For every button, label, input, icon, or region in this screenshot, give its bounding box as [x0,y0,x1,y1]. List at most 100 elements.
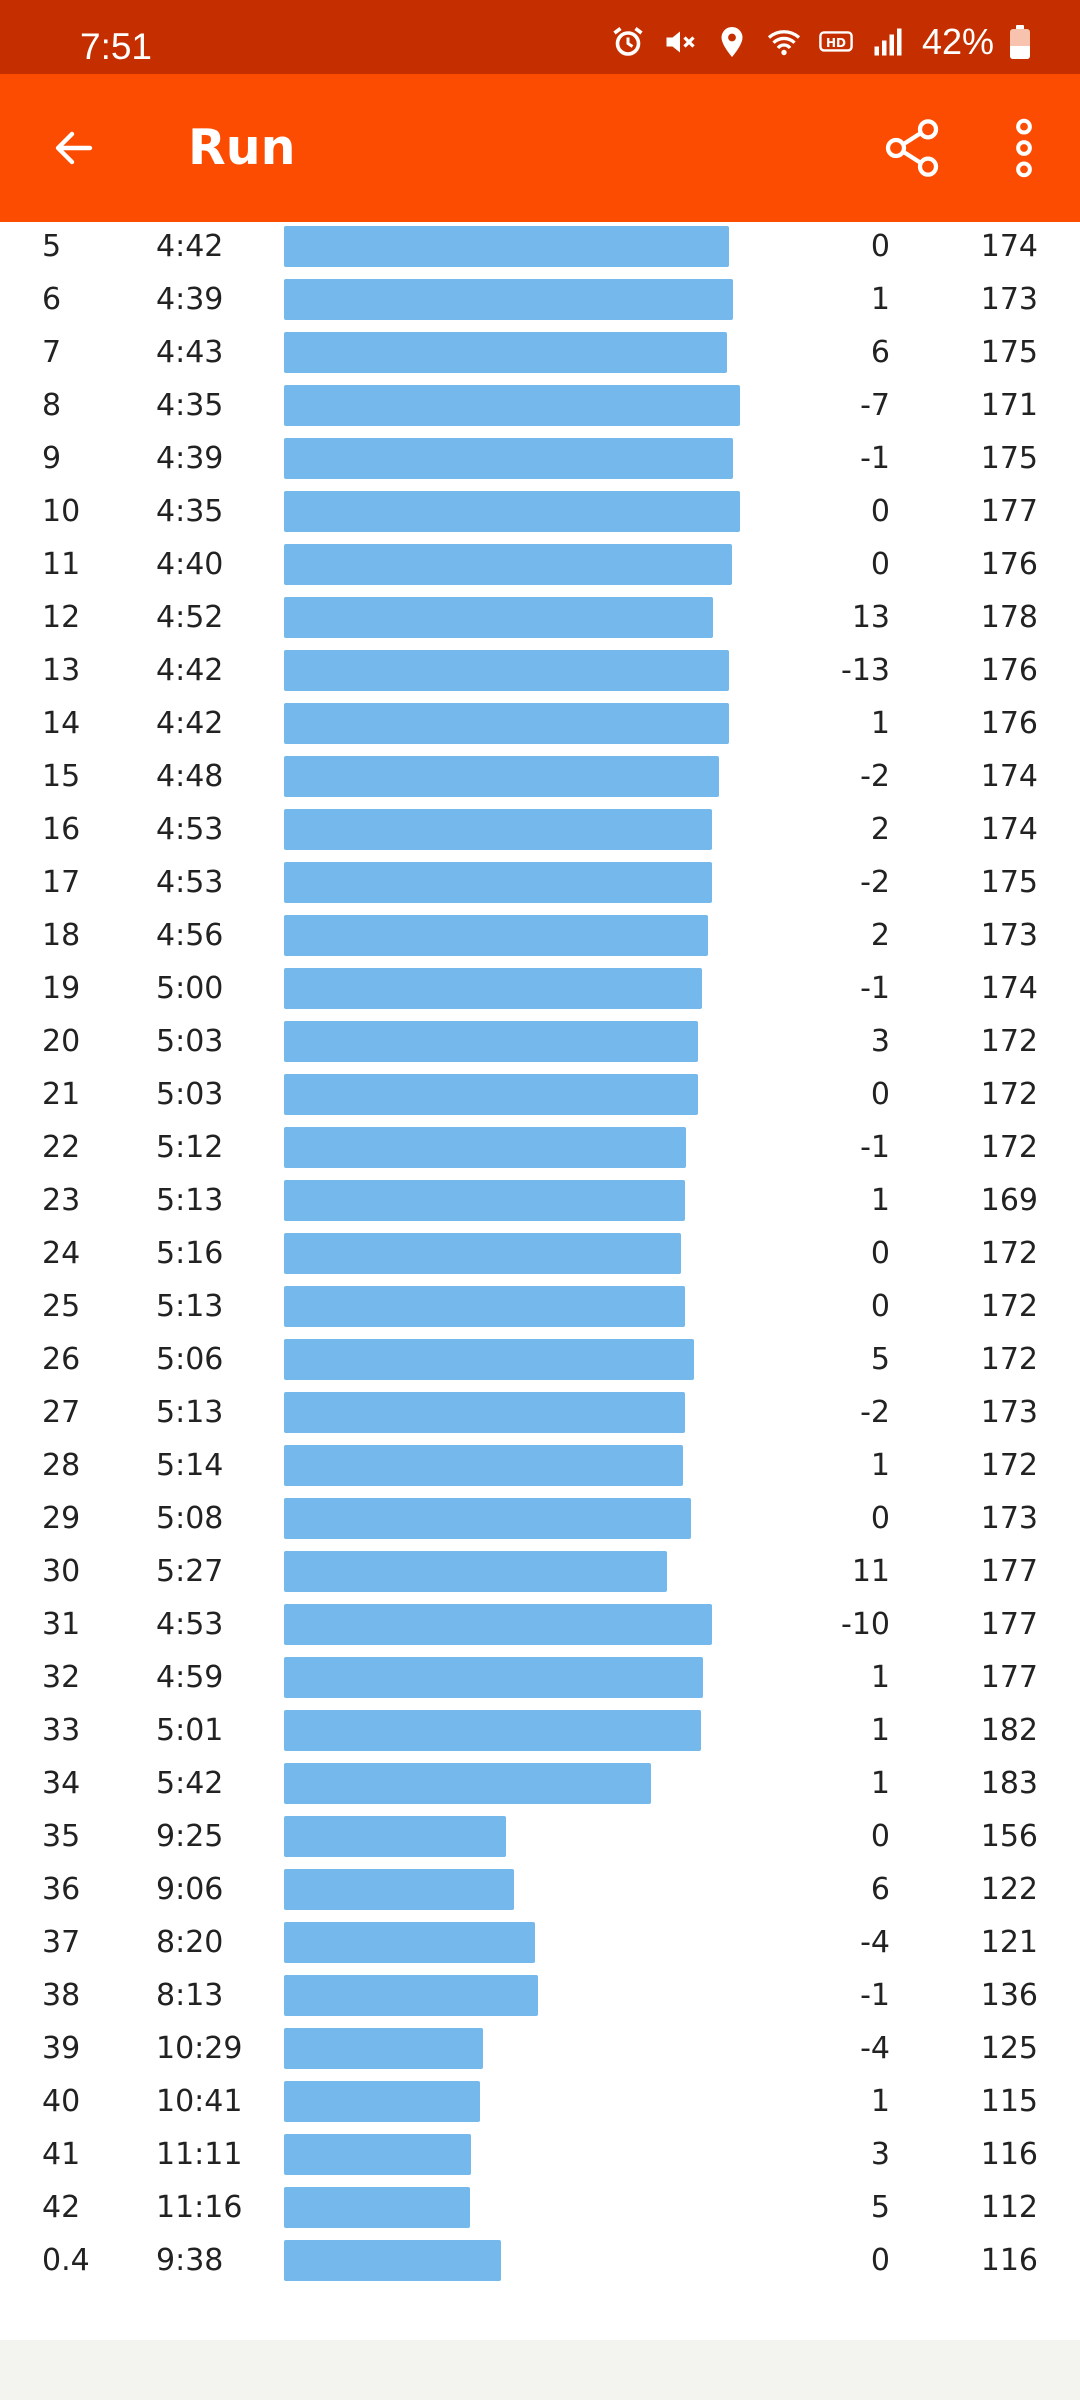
split-row: 22 5:12 -1 172 [0,1121,1080,1174]
split-heart-rate: 116 [980,2137,1038,2172]
split-pace: 8:20 [156,1925,224,1960]
split-heart-rate: 182 [980,1713,1038,1748]
split-row: 23 5:13 1 169 [0,1174,1080,1227]
split-heart-rate: 174 [980,812,1038,847]
split-heart-rate: 176 [980,547,1038,582]
split-km: 0.4 [42,2243,90,2278]
split-pace: 4:39 [156,282,224,317]
signal-icon [870,24,906,60]
split-pace: 4:59 [156,1660,224,1695]
mute-icon [662,24,698,60]
split-row: 33 5:01 1 182 [0,1704,1080,1757]
back-button[interactable] [34,108,114,188]
split-row: 36 9:06 6 122 [0,1863,1080,1916]
split-km: 6 [42,282,62,317]
split-elevation: -4 [860,1925,890,1960]
split-row: 11 4:40 0 176 [0,538,1080,591]
arrow-left-icon [55,131,93,165]
pace-bar [284,2134,471,2175]
split-elevation: 1 [870,1183,890,1218]
pace-bar [284,862,712,903]
split-km: 38 [42,1978,81,2013]
split-row: 26 5:06 5 172 [0,1333,1080,1386]
split-row: 0.4 9:38 0 116 [0,2234,1080,2287]
pace-bar [284,968,702,1009]
split-row: 7 4:43 6 175 [0,326,1080,379]
share-button[interactable] [872,108,952,188]
split-row: 28 5:14 1 172 [0,1439,1080,1492]
split-elevation: 0 [870,494,890,529]
split-elevation: -2 [860,759,890,794]
split-heart-rate: 173 [980,282,1038,317]
split-km: 29 [42,1501,81,1536]
split-heart-rate: 173 [980,1501,1038,1536]
split-elevation: -7 [860,388,890,423]
split-heart-rate: 125 [980,2031,1038,2066]
split-elevation: -1 [860,441,890,476]
split-row: 5 4:42 0 174 [0,222,1080,273]
pace-bar [284,1975,538,2016]
pace-bar [284,1551,667,1592]
split-km: 16 [42,812,81,847]
split-km: 14 [42,706,81,741]
more-options-button[interactable] [984,108,1064,188]
pace-bar [284,1869,514,1910]
split-pace: 4:42 [156,229,224,264]
split-row: 25 5:13 0 172 [0,1280,1080,1333]
split-pace: 5:14 [156,1448,224,1483]
split-row: 27 5:13 -2 173 [0,1386,1080,1439]
split-elevation: 1 [870,706,890,741]
split-elevation: 1 [870,1448,890,1483]
split-km: 20 [42,1024,81,1059]
status-time: 7:51 [80,26,153,67]
pace-bar [284,1445,683,1486]
pace-bar [284,1127,686,1168]
pace-bar [284,650,729,691]
split-km: 8 [42,388,62,423]
split-heart-rate: 177 [980,1607,1038,1642]
split-pace: 4:56 [156,918,224,953]
split-row: 10 4:35 0 177 [0,485,1080,538]
split-heart-rate: 172 [980,1130,1038,1165]
pace-bar [284,1710,701,1751]
wifi-icon [766,24,802,60]
splits-list[interactable]: 5 4:42 0 174 6 4:39 1 173 7 4:43 6 175 8 4:35 -7 171 9 4:… [0,222,1080,2322]
pace-bar [284,1233,681,1274]
split-km: 18 [42,918,81,953]
split-row: 18 4:56 2 173 [0,909,1080,962]
split-pace: 8:13 [156,1978,224,2013]
split-elevation: 0 [870,1077,890,1112]
split-heart-rate: 176 [980,653,1038,688]
split-pace: 10:41 [156,2084,243,2119]
split-heart-rate: 177 [980,494,1038,529]
split-row: 24 5:16 0 172 [0,1227,1080,1280]
split-row: 13 4:42 -13 176 [0,644,1080,697]
pace-bar [284,1763,651,1804]
split-row: 30 5:27 11 177 [0,1545,1080,1598]
split-pace: 9:38 [156,2243,224,2278]
split-row: 35 9:25 0 156 [0,1810,1080,1863]
alarm-icon [610,24,646,60]
split-row: 38 8:13 -1 136 [0,1969,1080,2022]
split-elevation: 0 [870,229,890,264]
split-heart-rate: 174 [980,229,1038,264]
hd-voice-icon: HD [818,24,854,60]
pace-bar [284,1339,694,1380]
split-elevation: 0 [870,1289,890,1324]
split-row: 37 8:20 -4 121 [0,1916,1080,1969]
split-elevation: -1 [860,971,890,1006]
pace-bar [284,597,713,638]
split-heart-rate: 173 [980,918,1038,953]
split-row: 12 4:52 13 178 [0,591,1080,644]
split-elevation: 1 [870,1713,890,1748]
split-heart-rate: 175 [980,335,1038,370]
split-km: 34 [42,1766,81,1801]
split-pace: 11:11 [156,2137,243,2172]
split-km: 31 [42,1607,81,1642]
split-elevation: -2 [860,865,890,900]
split-km: 21 [42,1077,81,1112]
pace-bar [284,1816,506,1857]
pace-bar [284,1021,698,1062]
split-km: 37 [42,1925,81,1960]
split-pace: 4:52 [156,600,224,635]
